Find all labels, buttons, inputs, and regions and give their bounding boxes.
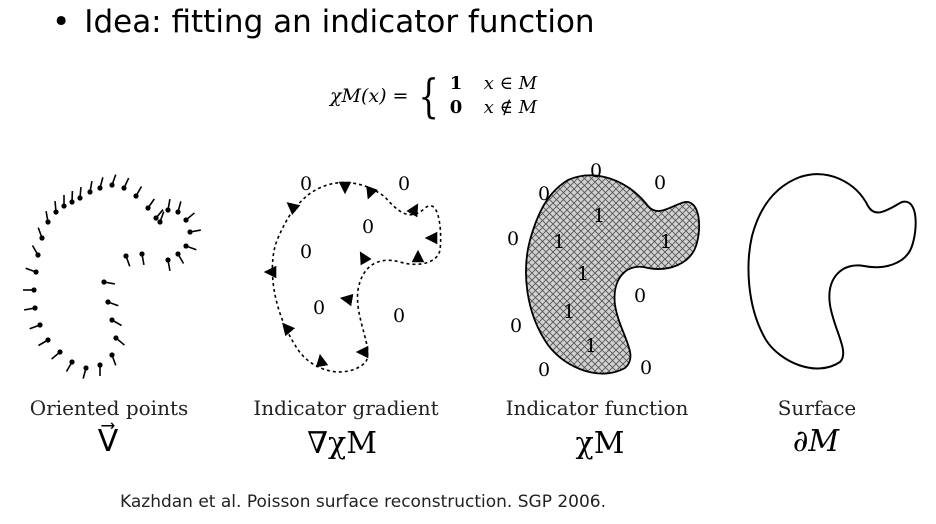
symbol-vector-v: V⃗ xyxy=(97,424,119,459)
gradient-arrow xyxy=(406,203,419,218)
oriented-point xyxy=(175,251,185,264)
formula-brace: { xyxy=(418,69,440,123)
function-outside-label-2: 0 xyxy=(538,183,550,205)
oriented-point xyxy=(165,257,171,271)
caption-indicator-gradient: Indicator gradient xyxy=(253,396,439,420)
function-outside-label-4: 0 xyxy=(634,285,646,307)
gradient-dashed-boundary xyxy=(271,181,442,373)
gradient-arrow xyxy=(315,353,329,368)
surface-figure xyxy=(747,173,917,370)
citation-text: Kazhdan et al. Poisson surface reconstru… xyxy=(120,492,607,512)
oriented-point xyxy=(145,198,155,211)
oriented-point xyxy=(153,209,164,221)
oriented-point xyxy=(105,299,119,307)
oriented-point xyxy=(175,201,182,215)
gradient-label-4: 0 xyxy=(313,297,325,319)
oriented-point xyxy=(31,245,41,258)
indicator-gradient-figure: 0 0 0 0 0 0 xyxy=(263,173,442,373)
formula-inside-value: 1 xyxy=(449,73,463,94)
formula-cases: 1 x ∈ M 0 x ∉ M xyxy=(450,72,537,120)
surface-outline xyxy=(747,173,917,370)
gradient-label-3: 0 xyxy=(300,241,312,263)
function-inside-label-4: 1 xyxy=(563,301,575,323)
oriented-point xyxy=(51,349,63,360)
symbol-boundary-m: ∂M xyxy=(792,424,840,459)
oriented-point xyxy=(87,181,93,195)
oriented-point xyxy=(97,362,103,376)
function-inside-label-1: 1 xyxy=(553,231,565,253)
oriented-point xyxy=(183,243,197,251)
oriented-point xyxy=(97,177,104,191)
oriented-point xyxy=(187,229,201,235)
gradient-label-1: 0 xyxy=(398,173,410,195)
formula-lhs: χM(x) = xyxy=(330,85,409,107)
bullet-dot: • xyxy=(52,4,71,40)
caption-indicator-function: Indicator function xyxy=(505,396,689,420)
function-outside-label-5: 0 xyxy=(510,315,522,337)
gradient-label-0: 0 xyxy=(300,173,312,195)
oriented-point xyxy=(65,359,75,372)
gradient-label-2: 0 xyxy=(362,216,374,238)
oriented-point xyxy=(82,365,89,379)
gradient-arrow xyxy=(282,322,296,337)
oriented-point xyxy=(77,186,83,201)
function-inside-label-5: 1 xyxy=(585,335,597,357)
oriented-point xyxy=(23,287,37,293)
formula-case-outside: 0 x ∉ M xyxy=(450,96,537,120)
gradient-arrow xyxy=(286,202,301,216)
function-filled-shape xyxy=(525,174,701,375)
caption-oriented-points: Oriented points xyxy=(29,396,189,420)
function-inside-label-2: 1 xyxy=(660,231,672,253)
indicator-function-figure: 0 0 0 0 0 0 0 0 1 1 1 1 1 1 xyxy=(507,160,701,381)
caption-surface: Surface xyxy=(777,396,857,420)
oriented-point xyxy=(183,212,195,223)
oriented-point xyxy=(101,279,115,285)
oriented-point xyxy=(109,352,117,366)
oriented-point xyxy=(109,174,117,188)
oriented-point xyxy=(121,177,130,191)
oriented-point xyxy=(113,335,125,346)
symbol-gradient-chi: ∇χM xyxy=(307,426,377,461)
oriented-point xyxy=(53,200,59,215)
formula-case-inside: 1 x ∈ M xyxy=(450,72,537,96)
figure-canvas: 0 0 0 0 0 0 0 0 0 0 0 0 0 0 1 1 1 1 1 1 xyxy=(23,160,917,381)
function-inside-label-0: 1 xyxy=(593,205,605,227)
oriented-point xyxy=(165,199,171,213)
oriented-point xyxy=(133,186,143,199)
function-outside-label-1: 0 xyxy=(654,172,666,194)
oriented-point xyxy=(29,322,43,330)
oriented-point xyxy=(139,251,145,265)
gradient-arrow xyxy=(359,251,372,266)
oriented-points-figure xyxy=(23,174,201,379)
oriented-point xyxy=(123,253,131,267)
oriented-point xyxy=(69,190,75,205)
formula-inside-cond: x ∈ M xyxy=(483,73,538,94)
oriented-point xyxy=(45,211,51,225)
oriented-point xyxy=(109,317,122,327)
gradient-arrow xyxy=(366,185,379,200)
slide-bullet: • Idea: fitting an indicator function xyxy=(52,4,595,40)
function-outside-label-6: 0 xyxy=(538,359,550,381)
gradient-label-5: 0 xyxy=(393,305,405,327)
oriented-point xyxy=(157,211,165,225)
oriented-point xyxy=(37,227,45,241)
function-outside-label-0: 0 xyxy=(590,160,602,182)
function-inside-label-3: 1 xyxy=(577,263,589,285)
function-outside-label-7: 0 xyxy=(640,357,652,379)
indicator-formula: χM(x) = { 1 x ∈ M 0 x ∉ M xyxy=(330,72,537,120)
oriented-point xyxy=(25,267,39,275)
gradient-arrow xyxy=(339,293,354,307)
formula-outside-value: 0 xyxy=(449,97,463,118)
function-outside-label-3: 0 xyxy=(507,228,519,250)
symbol-chi: χM xyxy=(575,426,625,461)
oriented-point xyxy=(24,305,38,311)
bullet-text: Idea: fitting an indicator function xyxy=(84,4,595,40)
formula-outside-cond: x ∉ M xyxy=(483,97,538,118)
oriented-point xyxy=(61,195,67,209)
oriented-point xyxy=(38,337,51,347)
